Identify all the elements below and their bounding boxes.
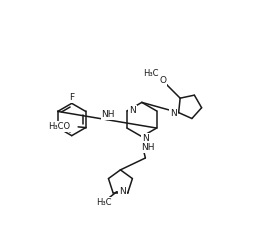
Text: H₃CO: H₃CO: [48, 122, 70, 131]
Text: H₃C: H₃C: [143, 69, 158, 78]
Text: N: N: [142, 134, 149, 143]
Text: O: O: [159, 76, 166, 85]
Text: H₃C: H₃C: [96, 198, 112, 207]
Text: N: N: [129, 106, 136, 115]
Text: N: N: [119, 187, 126, 196]
Text: F: F: [69, 93, 74, 102]
Text: N: N: [170, 109, 177, 118]
Text: NH: NH: [141, 143, 155, 152]
Text: NH: NH: [102, 110, 115, 119]
